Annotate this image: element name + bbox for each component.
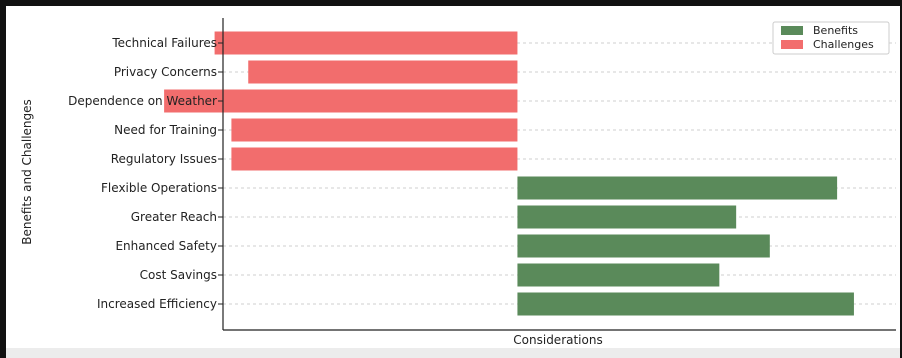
y-tick-label: Greater Reach [131,210,217,224]
y-tick-label: Increased Efficiency [97,297,217,311]
y-tick-label: Privacy Concerns [114,65,217,79]
legend-label: Challenges [813,38,874,51]
legend-swatch [781,26,803,35]
benefits-bar [517,176,838,200]
y-tick-label: Enhanced Safety [115,239,217,253]
y-tick-label: Need for Training [114,123,217,137]
y-tick-label: Flexible Operations [101,181,217,195]
y-tick-label: Technical Failures [111,36,217,50]
challenges-bar [164,89,518,113]
benefits-bar [517,292,854,316]
legend-swatch [781,40,803,49]
legend-label: Benefits [813,24,858,37]
y-tick-label: Cost Savings [140,268,217,282]
y-tick-label: Regulatory Issues [111,152,217,166]
challenges-bar [248,60,518,84]
bars [164,31,854,316]
bottom-strip [6,348,900,358]
benefits-bar [517,234,770,258]
y-axis-label: Benefits and Challenges [20,99,34,245]
benefits-bar [517,263,720,287]
x-axis-label: Considerations [513,333,602,347]
y-tick-label: Dependence on Weather [68,94,217,108]
challenges-bar [231,118,518,142]
challenges-bar [214,31,518,55]
y-tick-labels: Technical Failures Privacy Concerns Depend… [68,36,217,311]
challenges-bar [231,147,518,171]
benefits-bar [517,205,737,229]
axes [218,18,896,331]
